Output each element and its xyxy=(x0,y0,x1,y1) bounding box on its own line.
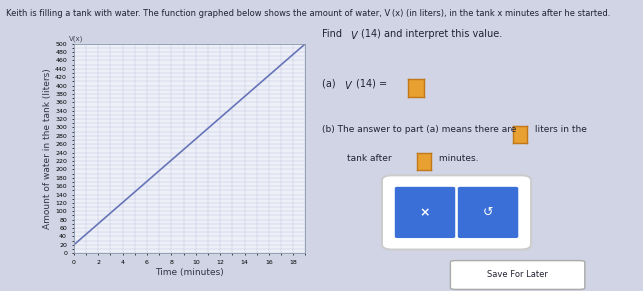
Text: (14) and interpret this value.: (14) and interpret this value. xyxy=(361,29,503,39)
Text: (b) The answer to part (a) means there are: (b) The answer to part (a) means there a… xyxy=(322,125,519,134)
Text: Find: Find xyxy=(322,29,345,39)
Y-axis label: Amount of water in the tank (liters): Amount of water in the tank (liters) xyxy=(43,68,52,229)
FancyBboxPatch shape xyxy=(458,187,518,238)
Text: (14) =: (14) = xyxy=(356,79,390,88)
FancyBboxPatch shape xyxy=(382,175,531,250)
Text: $V$: $V$ xyxy=(344,79,353,91)
Text: (a): (a) xyxy=(322,79,338,88)
Text: Keith is filling a tank with water. The function graphed below shows the amount : Keith is filling a tank with water. The … xyxy=(6,9,611,18)
Text: $V$: $V$ xyxy=(350,29,359,41)
Text: V(x): V(x) xyxy=(69,35,84,42)
FancyBboxPatch shape xyxy=(450,261,584,289)
Text: Save For Later: Save For Later xyxy=(487,271,548,279)
Text: minutes.: minutes. xyxy=(436,154,478,163)
X-axis label: Time (minutes): Time (minutes) xyxy=(156,268,224,277)
Text: tank after: tank after xyxy=(347,154,395,163)
Text: liters in the: liters in the xyxy=(532,125,587,134)
Text: ×: × xyxy=(420,206,430,219)
Text: ↺: ↺ xyxy=(483,206,493,219)
FancyBboxPatch shape xyxy=(395,187,455,238)
